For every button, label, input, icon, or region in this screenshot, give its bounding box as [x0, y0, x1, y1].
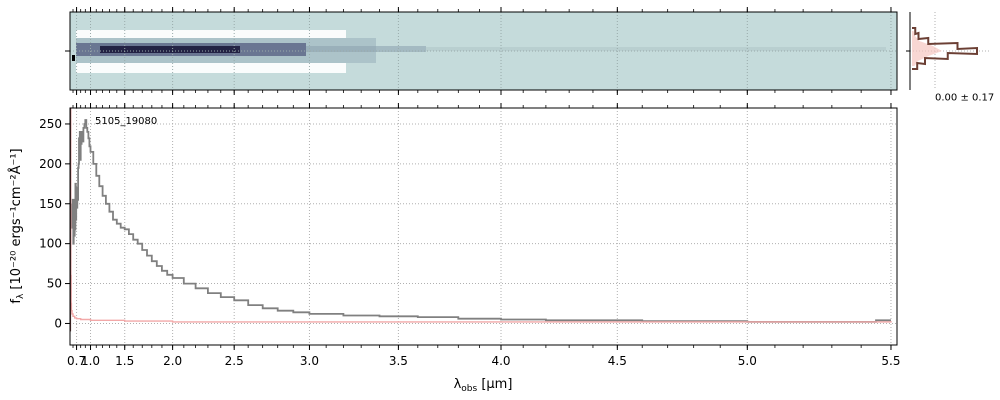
trace-faint: [426, 47, 886, 51]
profile-label: 0.00 ± 0.17: [935, 92, 994, 103]
x-tick-labels: 0.71.0 1.5 2.0 2.5 3.0 3.5 4.0 4.5 5.0 5.5: [67, 354, 900, 368]
x-tick-label: 2.0: [163, 354, 182, 368]
x-tick-label: 5.0: [738, 354, 757, 368]
2d-spectrum-ticks: [65, 7, 892, 95]
y-tick-label: 250: [39, 117, 62, 131]
1d-spectrum-frame: [69, 107, 898, 346]
x-tick-label: 0.7: [67, 354, 86, 368]
panel-profile: 0.00 ± 0.17: [906, 12, 994, 103]
1d-spectrum-ticks: [65, 103, 892, 350]
2d-spectrum-grid: [70, 12, 897, 90]
y-axis-label: fλ [10⁻²⁰ ergs⁻¹cm⁻²Å⁻¹]: [8, 148, 26, 303]
x-tick-label: 3.5: [389, 354, 408, 368]
y-tick-label: 150: [39, 197, 62, 211]
object-label: 5105_19080: [95, 116, 157, 127]
1d-spectrum-grid: [70, 108, 897, 345]
trace-edge-upper: [76, 30, 346, 38]
trace-edge-lower: [76, 63, 346, 73]
x-tick-label: 3.0: [300, 354, 319, 368]
panel-2d-spectrum: [65, 7, 898, 95]
panel-1d-spectrum: 0.71.0 1.5 2.0 2.5 3.0 3.5 4.0 4.5 5.0 5.5 0 50 100…: [8, 103, 901, 394]
x-tick-label: 4.5: [608, 354, 627, 368]
x-tick-label: 2.5: [225, 354, 244, 368]
profile-line: [912, 27, 978, 70]
y-tick-label: 50: [47, 277, 62, 291]
series-flux: [71, 119, 891, 323]
1d-spectrum-series: [69, 107, 892, 332]
x-tick-label: 1.5: [115, 354, 134, 368]
trace-tail: [306, 46, 426, 52]
x-tick-label: 1.0: [81, 354, 100, 368]
profile-fill: [912, 31, 942, 66]
y-tick-labels: 0 50 100 150 200 250: [39, 117, 62, 330]
x-tick-label: 5.5: [881, 354, 900, 368]
trace-marker: [72, 55, 75, 61]
trace-core: [100, 46, 240, 53]
x-axis-label: λobs [μm]: [454, 377, 513, 394]
y-tick-label: 0: [54, 316, 62, 330]
y-tick-label: 200: [39, 157, 62, 171]
x-tick-label: 4.0: [491, 354, 510, 368]
y-tick-label: 100: [39, 237, 62, 251]
series-error: [70, 107, 892, 323]
